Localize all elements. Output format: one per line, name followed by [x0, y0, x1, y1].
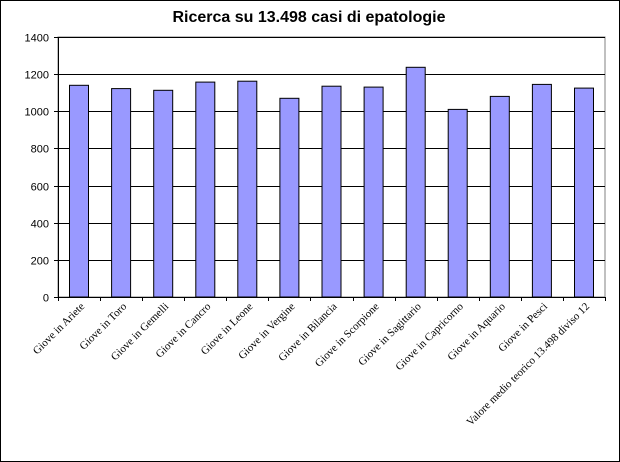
- bar: [153, 89, 174, 298]
- bar: [69, 84, 89, 298]
- y-tick-label: 1000: [25, 107, 49, 119]
- bar: [574, 87, 594, 298]
- bar: [195, 81, 216, 298]
- x-tick-label: Giove in Ariete: [31, 301, 88, 358]
- bar: [321, 85, 342, 298]
- y-tick-label: 200: [31, 256, 49, 268]
- y-tick-labels: 0 200 400 600 800 1000 1200 1400: [25, 33, 58, 305]
- chart-title: Ricerca su 13.498 casi di epatologie: [172, 9, 446, 26]
- bar: [447, 108, 468, 298]
- y-tick-label: 1400: [25, 33, 49, 45]
- bar: [279, 97, 300, 298]
- bar: [489, 95, 510, 298]
- bar: [405, 66, 426, 298]
- y-tick-label: 800: [31, 144, 49, 156]
- bar: [237, 80, 258, 298]
- y-tick-label: 600: [31, 182, 49, 194]
- y-tick-label: 0: [43, 293, 49, 305]
- bars: [69, 66, 594, 298]
- bar: [111, 88, 132, 298]
- bar: [531, 83, 552, 298]
- y-tick-label: 400: [31, 219, 49, 231]
- bar: [363, 86, 384, 298]
- axes: [58, 37, 606, 301]
- y-tick-label: 1200: [25, 70, 49, 82]
